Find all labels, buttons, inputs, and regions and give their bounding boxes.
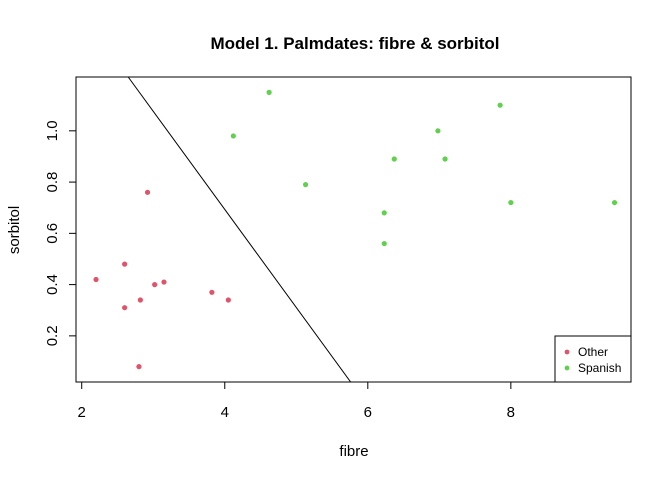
x-tick-label: 8 [507, 404, 515, 421]
point-other [137, 297, 143, 303]
chart-title: Model 1. Palmdates: fibre & sorbitol [210, 34, 499, 53]
y-axis: 0.2 0.4 0.6 0.8 1.0 [44, 120, 77, 346]
point-spanish [435, 128, 441, 134]
y-tick-label: 0.2 [44, 325, 61, 346]
y-tick-label: 0.8 [44, 172, 61, 193]
point-other [161, 279, 167, 285]
point-spanish [497, 102, 503, 108]
decision-boundary-line [127, 76, 352, 383]
legend-marker-other [564, 349, 570, 355]
point-other [136, 364, 142, 370]
point-other [144, 189, 151, 195]
point-spanish [381, 210, 387, 216]
y-tick-label: 1.0 [44, 120, 61, 141]
point-spanish [381, 240, 387, 247]
y-tick-label: 0.6 [44, 223, 61, 244]
decision-boundary-group [127, 76, 352, 383]
point-spanish [391, 156, 397, 162]
point-other [225, 297, 231, 303]
point-spanish [266, 89, 272, 95]
point-other [122, 305, 128, 311]
point-other [152, 282, 158, 288]
legend-marker-spanish [564, 365, 570, 371]
x-tick-label: 6 [364, 404, 372, 421]
legend-box [554, 335, 632, 383]
point-other [93, 276, 99, 283]
x-tick-label: 4 [221, 404, 229, 421]
legend-label-other: Other [578, 345, 608, 359]
point-spanish [302, 182, 309, 188]
plot-frame [75, 76, 632, 383]
x-tick-label: 2 [78, 404, 86, 421]
legend-label-spanish: Spanish [578, 361, 621, 375]
x-axis: 2 4 6 8 [78, 381, 515, 421]
point-spanish [611, 199, 618, 206]
point-other [209, 289, 215, 295]
point-spanish [442, 156, 448, 162]
points-group [93, 89, 618, 370]
y-tick-label: 0.4 [44, 274, 61, 295]
legend: Other Spanish [554, 335, 632, 383]
y-axis-label: sorbitol [6, 206, 23, 254]
point-other [122, 261, 128, 267]
point-spanish [508, 199, 514, 206]
point-spanish [230, 133, 236, 139]
x-axis-label: fibre [339, 443, 368, 460]
